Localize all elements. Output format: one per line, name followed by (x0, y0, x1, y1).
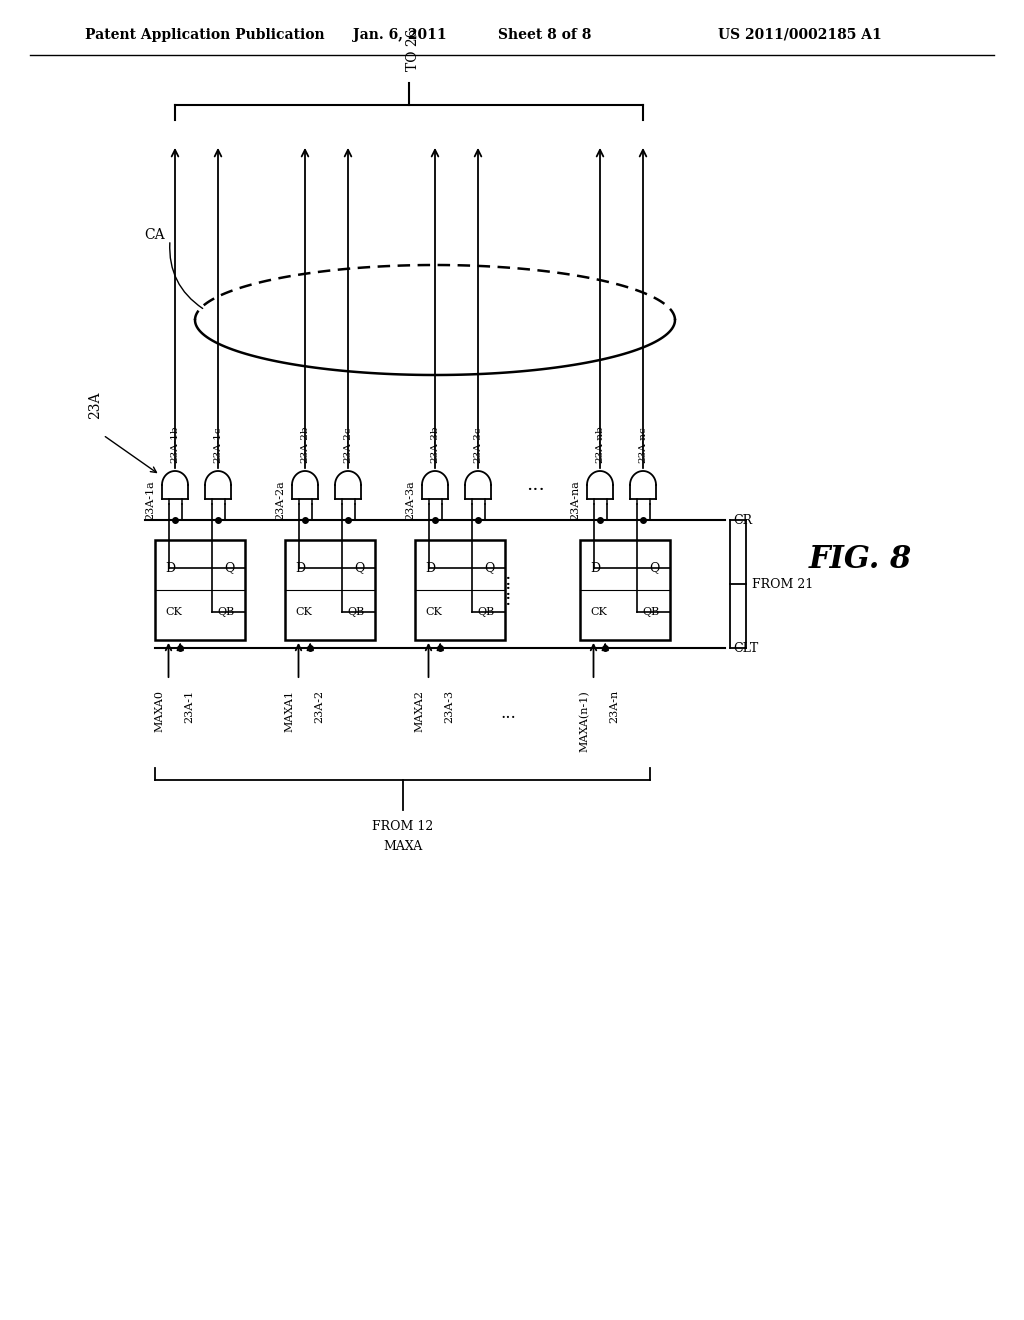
Text: ...: ... (525, 477, 545, 494)
Text: D: D (165, 561, 175, 574)
Text: MAXA: MAXA (383, 840, 422, 853)
Text: D: D (425, 561, 435, 574)
Text: 23A-2c: 23A-2c (343, 426, 352, 463)
Bar (580, 540, 670, 640)
Text: 23A-1b: 23A-1b (171, 425, 179, 463)
Text: 23A-nc: 23A-nc (639, 426, 647, 463)
Text: QB: QB (218, 607, 234, 616)
Text: 23A-2: 23A-2 (314, 690, 325, 723)
Bar (155, 540, 245, 640)
Text: FIG. 8: FIG. 8 (808, 544, 911, 576)
Text: Q: Q (224, 561, 234, 574)
Text: 23A-3a: 23A-3a (406, 480, 415, 520)
Text: :: : (505, 572, 511, 589)
Text: Q: Q (649, 561, 660, 574)
Text: FROM 12: FROM 12 (372, 820, 433, 833)
Text: QB: QB (478, 607, 495, 616)
Text: 23A-3c: 23A-3c (473, 426, 482, 463)
Text: 23A-2a: 23A-2a (275, 480, 285, 520)
Text: 23A-nb: 23A-nb (596, 425, 604, 463)
Text: 23A-na: 23A-na (570, 480, 580, 520)
Text: Sheet 8 of 8: Sheet 8 of 8 (499, 28, 592, 42)
Text: 23A-n: 23A-n (609, 690, 620, 723)
Text: 23A-1a: 23A-1a (145, 480, 155, 520)
Text: MAXA0: MAXA0 (155, 690, 165, 733)
Text: CA: CA (144, 228, 165, 242)
Text: 23A-3: 23A-3 (444, 690, 455, 723)
Text: US 2011/0002185 A1: US 2011/0002185 A1 (718, 28, 882, 42)
Text: D: D (295, 561, 305, 574)
Text: CLT: CLT (733, 642, 758, 655)
Text: 23A: 23A (88, 391, 102, 418)
Text: MAXA1: MAXA1 (285, 690, 295, 733)
Text: MAXA(n-1): MAXA(n-1) (580, 690, 590, 752)
Text: 23A-3b: 23A-3b (430, 425, 439, 463)
Text: QB: QB (643, 607, 660, 616)
Text: TO 26: TO 26 (406, 29, 420, 71)
Text: 23A-1c: 23A-1c (213, 426, 222, 463)
Text: :: : (505, 591, 511, 609)
Text: CK: CK (590, 607, 607, 616)
Text: 23A-2b: 23A-2b (300, 425, 309, 463)
Text: MAXA2: MAXA2 (415, 690, 425, 733)
Text: CK: CK (165, 607, 182, 616)
Bar (285, 540, 375, 640)
Text: FROM 21: FROM 21 (752, 578, 813, 590)
Text: QB: QB (348, 607, 365, 616)
Text: Jan. 6, 2011: Jan. 6, 2011 (353, 28, 446, 42)
Text: Q: Q (484, 561, 495, 574)
Text: CR: CR (733, 513, 752, 527)
Text: Q: Q (354, 561, 365, 574)
Text: D: D (590, 561, 600, 574)
Text: :: : (505, 581, 511, 599)
Bar (415, 540, 505, 640)
Text: CK: CK (295, 607, 312, 616)
Text: Patent Application Publication: Patent Application Publication (85, 28, 325, 42)
Text: 23A-1: 23A-1 (184, 690, 195, 723)
Text: CK: CK (425, 607, 442, 616)
Text: ...: ... (500, 705, 516, 722)
